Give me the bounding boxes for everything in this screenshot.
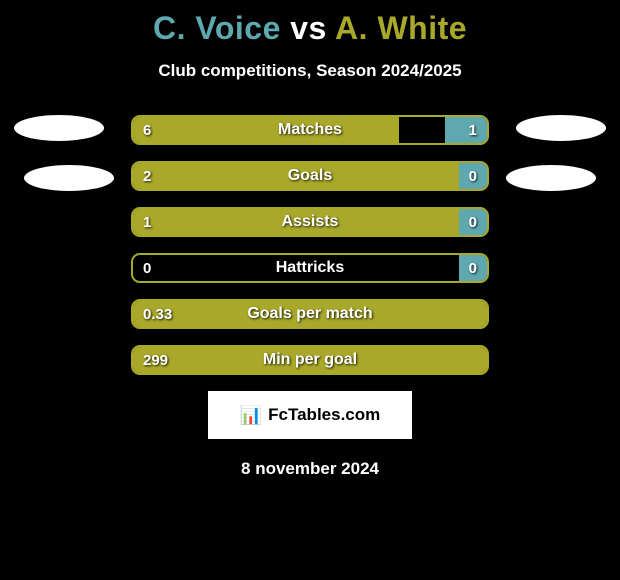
player1-name: C. Voice [153,10,281,46]
stat-label: Hattricks [133,255,487,281]
chart-area: 61Matches 20Goals 10Assists 00Hattricks 0.33… [0,115,620,375]
player2-country-badge [506,165,596,191]
stat-label: Min per goal [133,347,487,373]
branding-box: 📊 FcTables.com [208,391,412,439]
stat-row: 00Hattricks [131,253,489,283]
stat-label: Goals [133,163,487,189]
comparison-card: C. Voice vs A. White Club competitions, … [0,0,620,580]
branding-chart-icon: 📊 [240,405,262,426]
title-vs: vs [290,10,327,46]
player1-country-badge [24,165,114,191]
subtitle: Club competitions, Season 2024/2025 [0,61,620,81]
stat-label: Matches [133,117,487,143]
stat-row: 299Min per goal [131,345,489,375]
stat-label: Assists [133,209,487,235]
stat-row: 10Assists [131,207,489,237]
stat-bars: 61Matches 20Goals 10Assists 00Hattricks 0.33… [131,115,489,375]
stat-row: 20Goals [131,161,489,191]
stat-row: 61Matches [131,115,489,145]
title: C. Voice vs A. White [0,0,620,47]
stat-label: Goals per match [133,301,487,327]
date: 8 november 2024 [0,459,620,479]
stat-row: 0.33Goals per match [131,299,489,329]
player2-club-badge [516,115,606,141]
player1-club-badge [14,115,104,141]
branding-text: FcTables.com [268,405,380,425]
player2-name: A. White [335,10,467,46]
